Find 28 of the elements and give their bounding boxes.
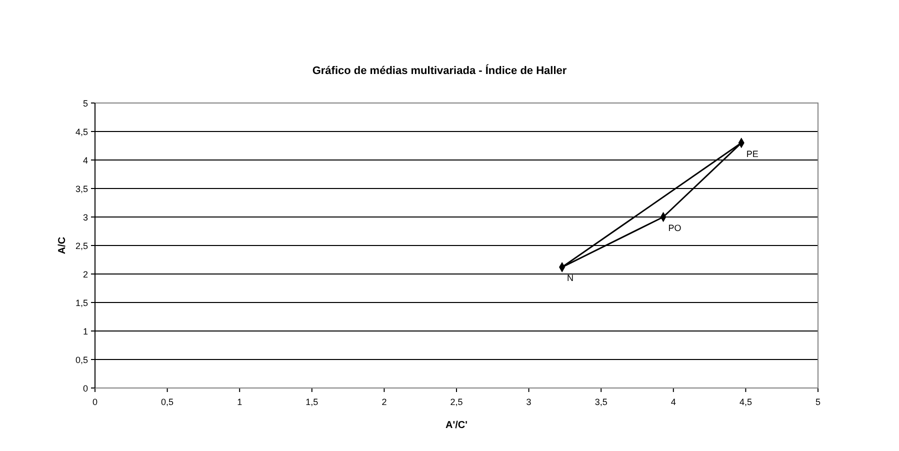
annotation: N	[567, 273, 574, 284]
y-tick-label: 4,5	[75, 127, 88, 137]
y-tick-label: 3	[82, 212, 88, 222]
x-axis-title: A'/C'	[446, 420, 468, 431]
annotation: PO	[668, 223, 682, 233]
y-tick-label: 2	[82, 270, 88, 280]
y-tick-label: 1,5	[75, 298, 88, 308]
y-tick-label: 2,5	[75, 241, 88, 251]
annotation: PE	[746, 148, 758, 159]
y-tick-label: 1	[82, 326, 88, 336]
y-axis-title: A/C	[57, 236, 68, 254]
x-tick-label: 2,5	[450, 397, 463, 407]
x-tick-label: 1	[237, 397, 242, 407]
y-tick-label: 5	[82, 98, 88, 108]
chart-title: Gráfico de médias multivariada - Índice de Haller	[312, 64, 568, 77]
x-tick-label: 4,5	[739, 397, 752, 407]
y-tick-label: 0	[82, 384, 88, 394]
x-tick-label: 1,5	[306, 397, 318, 407]
y-tick-label: 0,5	[75, 355, 88, 365]
x-tick-label: 2	[382, 397, 387, 407]
y-tick-label: 4	[82, 156, 88, 166]
x-tick-label: 0,5	[161, 397, 174, 407]
x-tick-label: 3	[526, 397, 532, 407]
x-tick-label: 0	[92, 397, 98, 407]
x-tick-label: 5	[815, 397, 821, 407]
x-tick-label: 4	[670, 397, 676, 407]
y-tick-label: 3,5	[75, 184, 88, 194]
x-tick-label: 3,5	[594, 397, 608, 407]
